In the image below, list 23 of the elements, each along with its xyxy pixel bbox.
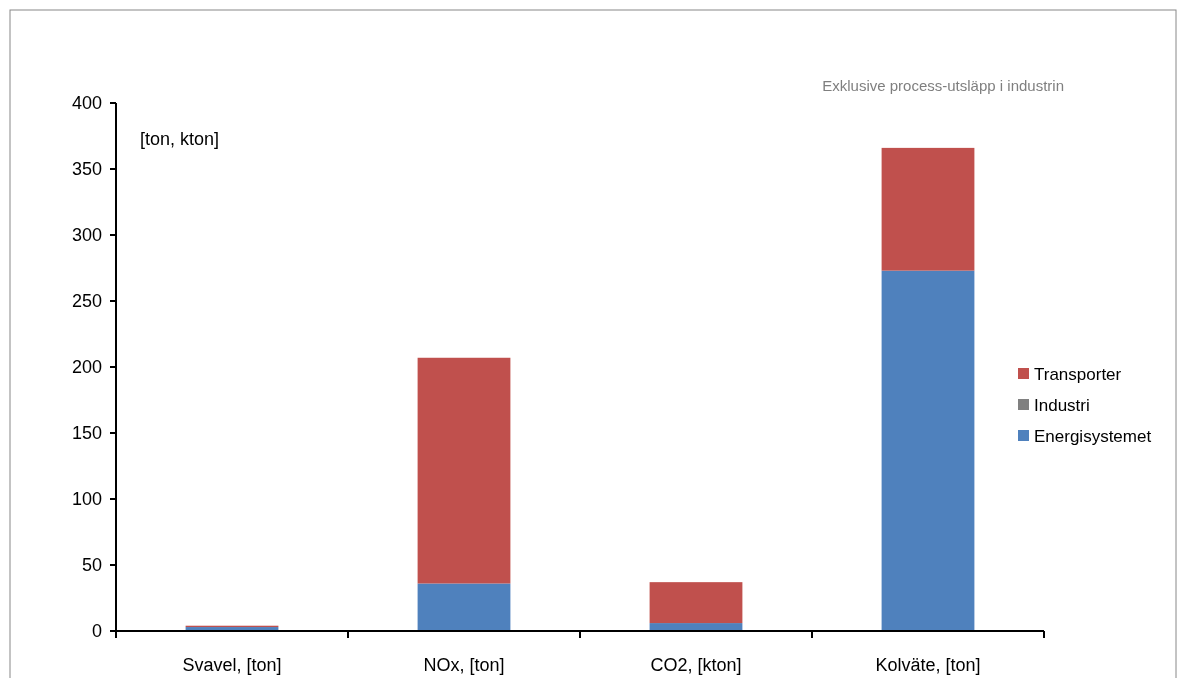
y-tick-label: 400 xyxy=(71,93,102,114)
bar xyxy=(417,583,511,631)
x-tick-label: Svavel, [ton] xyxy=(182,655,282,675)
annotation: [ton, kton] xyxy=(140,129,220,149)
y-tick-label: 300 xyxy=(71,225,102,246)
bar xyxy=(881,147,975,271)
bar xyxy=(417,357,511,584)
bar xyxy=(649,582,743,624)
x-tick-label: CO2, [kton] xyxy=(650,655,742,675)
y-tick-label: 50 xyxy=(81,555,102,576)
x-tick-label: NOx, [ton] xyxy=(423,655,505,675)
y-tick-label: 200 xyxy=(71,357,102,378)
text: Exklusive process-utsläpp i industrin xyxy=(822,77,1064,94)
legend-label: Energisystemet xyxy=(1034,426,1152,446)
y-tick-label: 100 xyxy=(71,489,102,510)
x-tick-label: Kolväte, [ton] xyxy=(875,655,981,675)
y-tick-label: 250 xyxy=(71,291,102,312)
legend-label: Industri xyxy=(1034,395,1090,415)
legend-label: Transporter xyxy=(1034,364,1122,384)
y-tick-label: 350 xyxy=(71,159,102,180)
y-tick-label: 150 xyxy=(71,423,102,444)
y-tick-label: 0 xyxy=(91,621,102,642)
bar xyxy=(881,270,975,631)
